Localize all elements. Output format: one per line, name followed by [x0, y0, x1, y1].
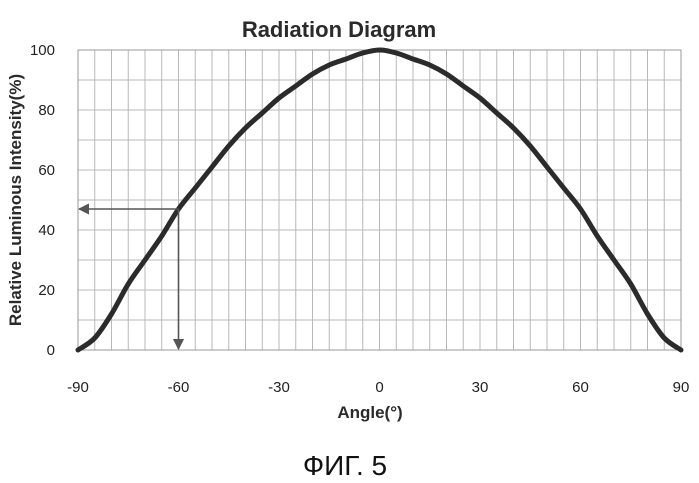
y-tick-label: 20 [38, 282, 55, 299]
x-axis-ticks: -90 -60 -30 0 30 60 90 [67, 379, 689, 396]
x-tick-label: 30 [472, 379, 489, 396]
chart-grid [78, 50, 681, 350]
x-tick-label: -30 [268, 379, 290, 396]
y-axis-ticks: 0 20 40 60 80 100 [30, 42, 55, 359]
chart-title: Radiation Diagram [242, 17, 436, 42]
x-tick-label: -60 [168, 379, 190, 396]
x-tick-label: 0 [375, 379, 383, 396]
y-tick-label: 80 [38, 102, 55, 119]
x-tick-label: 90 [673, 379, 690, 396]
y-tick-label: 0 [47, 342, 55, 359]
x-tick-label: -90 [67, 379, 89, 396]
x-tick-label: 60 [572, 379, 589, 396]
y-tick-label: 40 [38, 222, 55, 239]
y-axis-label: Relative Luminous Intensity(%) [6, 74, 25, 326]
figure-caption: ФИГ. 5 [303, 450, 387, 481]
y-tick-label: 100 [30, 42, 55, 59]
y-tick-label: 60 [38, 162, 55, 179]
x-axis-label: Angle(°) [337, 403, 402, 422]
